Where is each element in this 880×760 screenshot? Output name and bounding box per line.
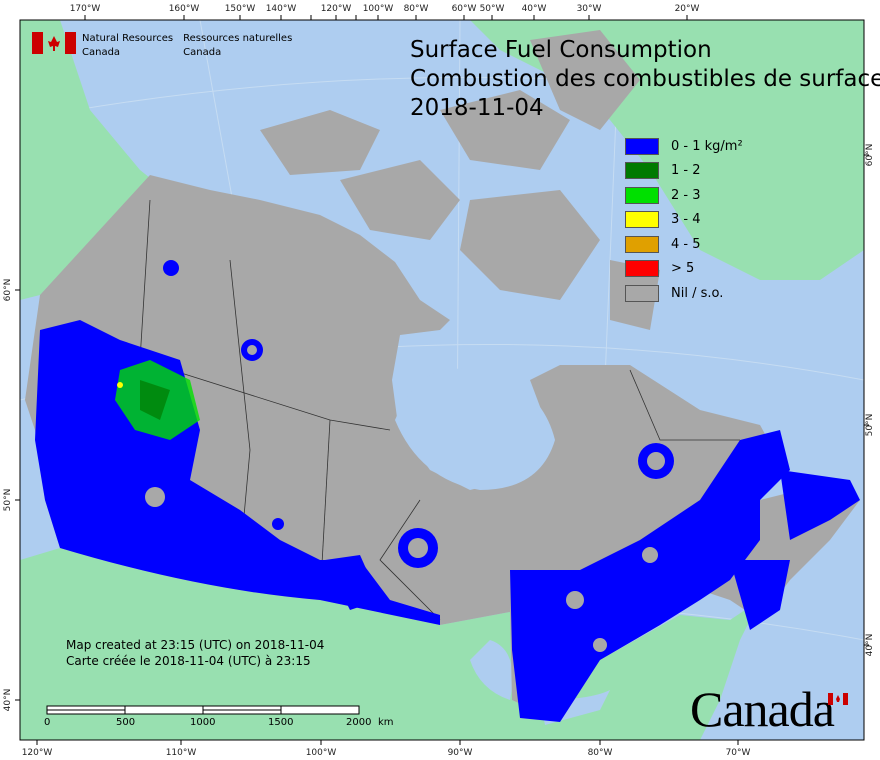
bottom-axis-label: 110°W	[166, 748, 197, 758]
legend-item: Nil / s.o.	[625, 281, 743, 306]
left-axis-label: 40°N	[3, 689, 13, 712]
top-axis-label: 50°W	[480, 4, 505, 14]
wordmark-flag-icon	[828, 693, 848, 705]
legend-item: 4 - 5	[625, 232, 743, 257]
bottom-axis-label: 100°W	[306, 748, 337, 758]
map-date: 2018-11-04	[410, 95, 544, 121]
legend-swatch	[625, 186, 659, 204]
legend-item: 2 - 3	[625, 183, 743, 208]
axis-ticks: 170°W 160°W 150°W 140°W 120°W 100°W 80°W 60°W 50…	[3, 4, 875, 758]
legend-item: > 5	[625, 257, 743, 282]
legend-item: 1 - 2	[625, 159, 743, 184]
credit-en: Map created at 23:15 (UTC) on 2018-11-04	[66, 638, 325, 652]
right-axis-label: 40°N	[865, 634, 875, 657]
top-axis-label: 150°W	[225, 4, 256, 14]
top-axis-label: 20°W	[675, 4, 700, 14]
legend-swatch	[625, 284, 659, 302]
nil-patches	[145, 345, 665, 652]
legend: 0 - 1 kg/m² 1 - 2 2 - 3 3 - 4 4 - 5 > 5 Nil / …	[625, 134, 743, 306]
canada-wordmark: Canada	[690, 680, 835, 738]
legend-swatch	[625, 211, 659, 229]
left-axis-label: 50°N	[3, 489, 13, 512]
legend-label: 1 - 2	[671, 163, 701, 179]
wordmark-text: Canada	[690, 681, 835, 737]
legend-swatch	[625, 137, 659, 155]
title-fr: Combustion des combustibles de surface	[410, 66, 880, 92]
bottom-axis-label: 70°W	[726, 748, 751, 758]
map-frame	[19, 19, 865, 741]
bottom-axis-label: 80°W	[588, 748, 613, 758]
top-axis-label: 120°W	[321, 4, 352, 14]
legend-item: 3 - 4	[625, 208, 743, 233]
map-credit: Map created at 23:15 (UTC) on 2018-11-04…	[66, 637, 324, 669]
scale-bar	[46, 705, 360, 715]
great-lakes	[470, 640, 610, 725]
top-axis-label: 170°W	[70, 4, 101, 14]
bottom-axis-label: 90°W	[448, 748, 473, 758]
right-axis-label: 50°N	[865, 414, 875, 437]
scale-label-1500: 1500	[268, 717, 294, 728]
top-axis-label: 30°W	[577, 4, 602, 14]
legend-swatch	[625, 235, 659, 253]
legend-label: > 5	[671, 261, 695, 277]
scale-label-500: 500	[116, 717, 136, 728]
legend-swatch	[625, 162, 659, 180]
dept-en-2: Canada	[82, 47, 121, 58]
top-axis-label: 40°W	[522, 4, 547, 14]
top-axis-label: 80°W	[404, 4, 429, 14]
legend-swatch	[625, 260, 659, 278]
scale-label-1000: 1000	[190, 717, 216, 728]
nrcan-signature: Natural Resources Canada Ressources natur…	[32, 32, 292, 60]
arctic-islands	[260, 30, 660, 330]
title-en: Surface Fuel Consumption	[410, 37, 712, 63]
credit-fr: Carte créée le 2018-11-04 (UTC) à 23:15	[66, 654, 311, 668]
hudson-bay	[395, 368, 555, 490]
legend-label: 2 - 3	[671, 187, 701, 203]
dept-fr-1: Ressources naturelles	[183, 33, 293, 44]
bottom-axis-label: 120°W	[22, 748, 53, 758]
dept-en-1: Natural Resources	[82, 33, 174, 44]
top-axis-label: 100°W	[363, 4, 394, 14]
legend-label: Nil / s.o.	[671, 285, 724, 301]
scale-label-2000: 2000	[346, 717, 372, 728]
dept-fr-2: Canada	[183, 47, 222, 58]
usa-land	[20, 548, 760, 740]
fuel-3-4-spot	[117, 382, 123, 388]
fuel-1-2-area	[140, 380, 170, 420]
legend-label: 4 - 5	[671, 236, 701, 252]
scale-unit: km	[378, 717, 394, 728]
left-axis-label: 60°N	[3, 279, 13, 302]
legend-label: 3 - 4	[671, 212, 701, 228]
legend-label: 0 - 1 kg/m²	[671, 138, 743, 154]
alaska-land	[20, 20, 150, 300]
right-axis-label: 60°N	[865, 144, 875, 167]
top-axis-label: 160°W	[169, 4, 200, 14]
canada-flag-icon	[32, 32, 76, 54]
legend-item: 0 - 1 kg/m²	[625, 134, 743, 159]
top-axis-label: 140°W	[266, 4, 297, 14]
top-axis-label: 60°W	[452, 4, 477, 14]
scale-label-0: 0	[44, 717, 51, 728]
